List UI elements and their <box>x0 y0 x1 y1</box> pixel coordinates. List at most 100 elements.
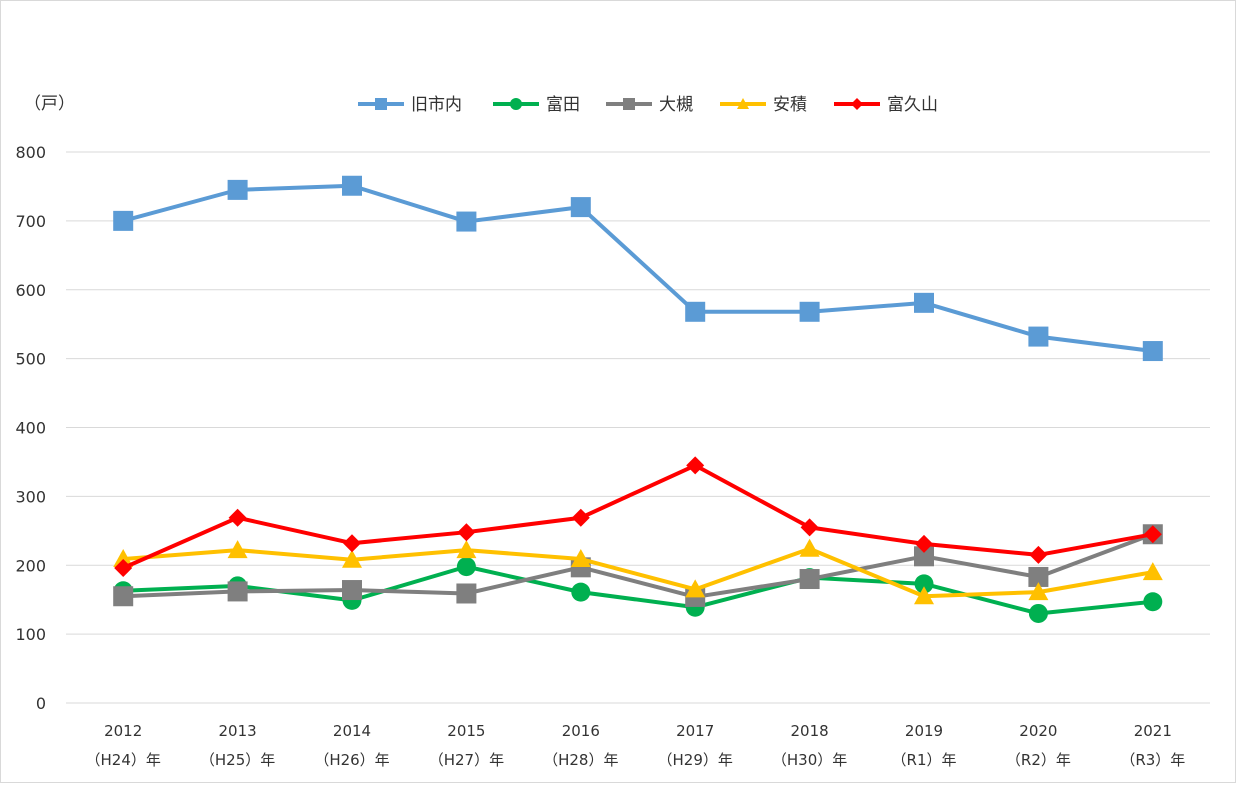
x-tick-era: （R1）年 <box>892 751 957 769</box>
legend-marker <box>737 98 749 109</box>
data-point <box>228 508 247 527</box>
data-point <box>799 569 820 590</box>
series-line <box>123 532 1154 599</box>
series-3 <box>113 524 1163 607</box>
legend-item: 富久山 <box>834 95 938 115</box>
data-point <box>1143 525 1162 544</box>
legend-label: 旧市内 <box>411 95 462 115</box>
data-point <box>456 540 477 559</box>
series-line <box>123 546 1154 599</box>
data-point <box>570 549 591 568</box>
data-point <box>457 523 476 542</box>
data-point <box>799 301 820 322</box>
data-point <box>1143 592 1163 612</box>
x-tick-year: 2017 <box>676 722 714 740</box>
y-axis-unit-label: （戸） <box>24 94 75 114</box>
data-point <box>227 581 248 602</box>
legend-marker <box>851 98 863 110</box>
data-point <box>113 549 134 568</box>
x-axis-ticks: 2012 （H24）年 2013 （H25）年 2014 （H26）年 2015 （H27）年… <box>86 722 1186 769</box>
x-tick-year: 2019 <box>905 722 943 740</box>
data-point <box>1029 545 1048 564</box>
data-point <box>1028 566 1049 587</box>
data-point <box>800 518 819 537</box>
legend-label: 富田 <box>546 95 580 115</box>
x-tick-era: （R3）年 <box>1120 751 1185 769</box>
x-tick-era: （H24）年 <box>86 751 161 769</box>
x-tick-era: （H30）年 <box>772 751 847 769</box>
data-point <box>570 197 591 218</box>
legend-label: 安積 <box>773 95 807 115</box>
data-point <box>113 586 134 607</box>
data-point <box>1028 603 1048 623</box>
x-tick-era: （H28）年 <box>543 751 618 769</box>
data-point <box>342 580 362 601</box>
x-tick-year: 2015 <box>447 722 485 740</box>
x-tick-era: （H26）年 <box>314 751 389 769</box>
legend-marker <box>623 98 635 110</box>
series-4 <box>113 538 1163 605</box>
y-tick-label: 500 <box>15 350 46 369</box>
legend-marker <box>510 98 522 110</box>
gridlines <box>66 151 1210 704</box>
data-point <box>1142 341 1163 362</box>
y-tick-label: 600 <box>15 281 46 300</box>
x-tick-year: 2012 <box>104 722 142 740</box>
data-point <box>343 534 361 553</box>
data-point <box>1142 562 1163 581</box>
legend: 旧市内 富田 大槻 安積 富久山 <box>358 95 938 115</box>
legend-label: 富久山 <box>887 95 938 115</box>
data-point <box>114 559 133 578</box>
data-point <box>571 582 591 602</box>
data-point <box>685 579 706 598</box>
series-1 <box>113 175 1163 362</box>
series-5 <box>114 456 1162 578</box>
series-line <box>123 564 1154 616</box>
x-tick-year: 2020 <box>1019 722 1057 740</box>
data-point <box>113 210 134 231</box>
series-line <box>122 183 1154 354</box>
data-point <box>915 534 933 553</box>
y-tick-label: 700 <box>15 212 46 231</box>
y-tick-label: 100 <box>15 625 46 644</box>
series-line <box>122 463 1154 570</box>
data-point <box>227 179 248 200</box>
x-tick-era: （H25）年 <box>200 751 275 769</box>
data-point <box>456 557 476 577</box>
x-tick-year: 2016 <box>562 722 600 740</box>
x-tick-era: （H27）年 <box>429 751 504 769</box>
y-tick-label: 0 <box>36 694 46 713</box>
data-point <box>1028 582 1049 601</box>
data-point <box>799 538 820 557</box>
data-point <box>914 292 934 313</box>
data-point <box>686 456 705 475</box>
data-point <box>685 301 706 322</box>
legend-marker <box>375 98 387 110</box>
data-point <box>1028 326 1049 347</box>
data-point <box>456 211 477 232</box>
y-tick-label: 200 <box>15 556 46 575</box>
x-tick-year: 2018 <box>791 722 829 740</box>
y-axis-ticks: 0 100 200 300 400 500 600 700 800 <box>15 143 46 713</box>
data-point <box>571 508 590 527</box>
data-point <box>456 583 477 604</box>
legend-item: 富田 <box>493 95 580 115</box>
x-tick-year: 2021 <box>1134 722 1172 740</box>
data-point <box>342 549 362 568</box>
y-tick-label: 300 <box>15 487 46 506</box>
data-point <box>914 574 934 594</box>
x-tick-era: （H29）年 <box>658 751 733 769</box>
x-tick-year: 2014 <box>333 722 371 740</box>
legend-label: 大槻 <box>659 95 693 115</box>
y-tick-label: 400 <box>15 419 46 438</box>
data-point <box>342 175 362 196</box>
data-point <box>914 586 934 605</box>
y-tick-label: 800 <box>15 143 46 162</box>
data-point <box>914 546 934 567</box>
x-tick-era: （R2）年 <box>1006 751 1071 769</box>
legend-item: 旧市内 <box>358 95 462 115</box>
legend-item: 大槻 <box>606 95 693 115</box>
